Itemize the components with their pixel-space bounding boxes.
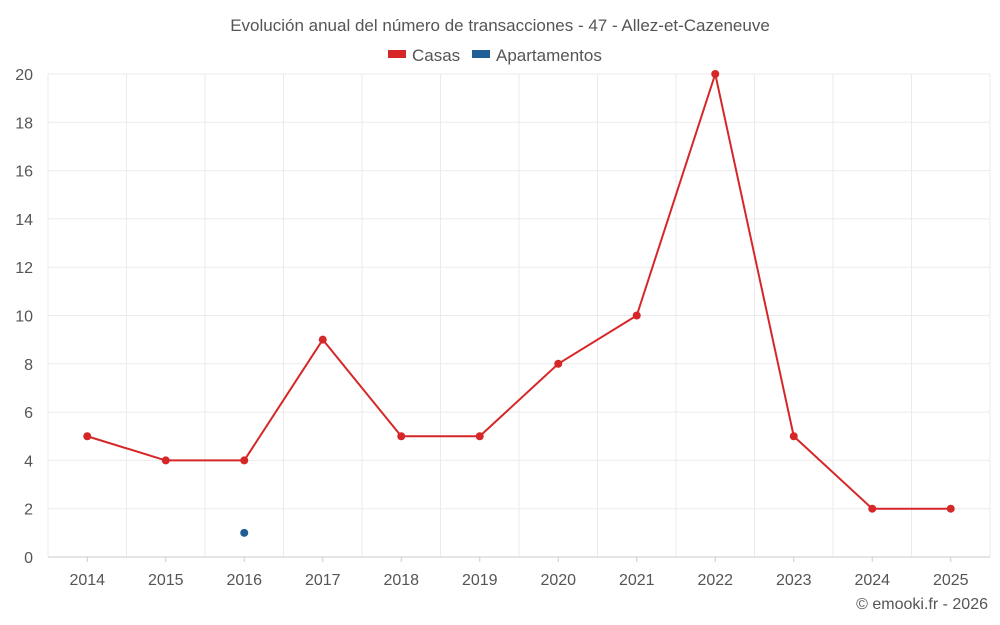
- data-point-casas[interactable]: [789, 432, 798, 441]
- x-tick-label: 2025: [933, 572, 969, 589]
- y-tick-label: 16: [15, 164, 33, 181]
- data-point-casas[interactable]: [161, 456, 170, 465]
- legend-label-casas[interactable]: Casas: [412, 46, 460, 65]
- data-point-casas[interactable]: [318, 335, 327, 344]
- x-tick-label: 2024: [854, 572, 890, 589]
- y-tick-label: 20: [15, 67, 33, 84]
- data-point-casas[interactable]: [868, 504, 877, 513]
- x-tick-label: 2020: [540, 572, 576, 589]
- legend-label-apartamentos[interactable]: Apartamentos: [496, 46, 602, 65]
- y-tick-label: 4: [24, 453, 33, 470]
- data-point-casas[interactable]: [240, 456, 249, 465]
- chart-title: Evolución anual del número de transaccio…: [230, 16, 770, 35]
- axes: 0 2 4 6 8 10 12 14 16 18 20 2014 2015 2016 2017 2018 201…: [15, 67, 990, 589]
- legend-swatch-casas: [388, 50, 406, 58]
- data-point-casas[interactable]: [946, 504, 955, 513]
- series-apartamentos: [240, 528, 249, 537]
- x-tick-label: 2015: [148, 572, 184, 589]
- x-tick-label: 2018: [383, 572, 419, 589]
- x-tick-label: 2019: [462, 572, 498, 589]
- data-point-apartamentos[interactable]: [240, 528, 249, 537]
- data-point-casas[interactable]: [475, 432, 484, 441]
- series-line-casas: [86, 73, 951, 510]
- data-point-casas[interactable]: [83, 432, 92, 441]
- x-tick-label: 2021: [619, 572, 655, 589]
- x-tick-label: 2022: [697, 572, 733, 589]
- x-tick-label: 2014: [69, 572, 105, 589]
- y-tick-label: 2: [24, 502, 33, 519]
- y-tick-label: 14: [15, 212, 33, 229]
- x-tick-label: 2016: [226, 572, 262, 589]
- data-point-casas[interactable]: [711, 70, 720, 78]
- y-tick-label: 12: [15, 260, 33, 277]
- legend: Casas Apartamentos: [388, 46, 602, 65]
- y-tick-label: 0: [24, 550, 33, 567]
- credit-text: © emooki.fr - 2026: [856, 596, 988, 613]
- y-tick-label: 10: [15, 309, 33, 326]
- y-tick-label: 6: [24, 405, 33, 422]
- series: [83, 70, 955, 537]
- data-point-casas[interactable]: [397, 432, 406, 441]
- y-tick-label: 8: [24, 357, 33, 374]
- series-casas: [83, 70, 955, 513]
- x-tick-label: 2023: [776, 572, 812, 589]
- y-tick-label: 18: [15, 115, 33, 132]
- x-tick-label: 2017: [305, 572, 341, 589]
- legend-swatch-apartamentos: [472, 50, 490, 58]
- data-point-casas[interactable]: [554, 359, 563, 368]
- grid: [47, 73, 991, 557]
- data-point-casas[interactable]: [632, 311, 641, 320]
